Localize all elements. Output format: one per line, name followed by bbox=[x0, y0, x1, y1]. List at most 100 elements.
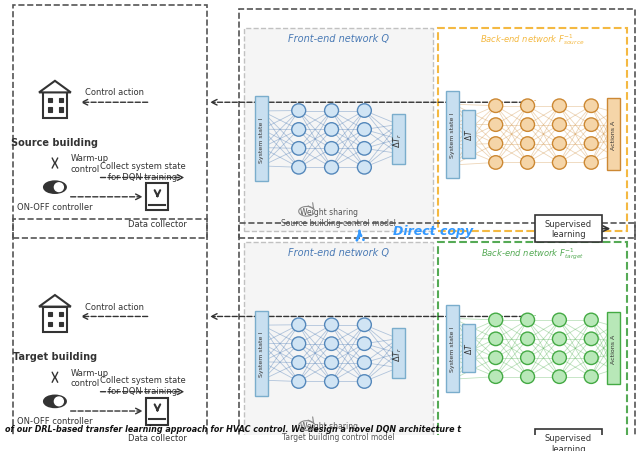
Circle shape bbox=[584, 119, 598, 132]
Circle shape bbox=[584, 156, 598, 170]
Bar bbox=[147, 184, 168, 211]
Text: Actions A: Actions A bbox=[611, 334, 616, 363]
Circle shape bbox=[552, 119, 566, 132]
Bar bbox=[438, 243, 627, 445]
Circle shape bbox=[357, 124, 371, 137]
Text: Data collector: Data collector bbox=[128, 433, 187, 442]
Circle shape bbox=[292, 375, 306, 388]
Circle shape bbox=[584, 351, 598, 365]
Circle shape bbox=[552, 370, 566, 383]
Circle shape bbox=[520, 138, 534, 151]
Text: Weight sharing: Weight sharing bbox=[300, 421, 358, 430]
Text: System state I: System state I bbox=[451, 326, 456, 371]
Text: System state I: System state I bbox=[259, 117, 264, 162]
Text: Collect system state
for DQN training: Collect system state for DQN training bbox=[100, 162, 186, 181]
Text: Front-end network Q: Front-end network Q bbox=[288, 34, 389, 44]
Circle shape bbox=[520, 313, 534, 327]
Circle shape bbox=[489, 156, 502, 170]
Polygon shape bbox=[39, 295, 71, 307]
Bar bbox=[244, 243, 433, 445]
Circle shape bbox=[292, 124, 306, 137]
Circle shape bbox=[520, 370, 534, 383]
Circle shape bbox=[292, 105, 306, 118]
Circle shape bbox=[357, 337, 371, 350]
Text: Control action: Control action bbox=[85, 302, 144, 311]
Text: Direct copy: Direct copy bbox=[393, 225, 474, 238]
Text: Supervised
learning: Supervised learning bbox=[545, 433, 592, 451]
Circle shape bbox=[584, 100, 598, 113]
Circle shape bbox=[552, 332, 566, 346]
Circle shape bbox=[489, 370, 502, 383]
Text: Warm-up
control: Warm-up control bbox=[71, 154, 109, 173]
Circle shape bbox=[324, 143, 339, 156]
Circle shape bbox=[520, 119, 534, 132]
Circle shape bbox=[520, 100, 534, 113]
Text: Warm-up
control: Warm-up control bbox=[71, 368, 109, 387]
Text: of our DRL-based transfer learning approach for HVAC control. We design a novel : of our DRL-based transfer learning appro… bbox=[5, 424, 461, 433]
Bar bbox=[462, 110, 476, 159]
Bar bbox=[13, 6, 207, 239]
Bar bbox=[447, 92, 460, 178]
Text: Back-end network $F_{target}^{-1}$: Back-end network $F_{target}^{-1}$ bbox=[481, 245, 584, 261]
Bar bbox=[58, 322, 63, 326]
Circle shape bbox=[292, 161, 306, 175]
Circle shape bbox=[292, 337, 306, 350]
Circle shape bbox=[552, 313, 566, 327]
Text: ON-OFF controller: ON-OFF controller bbox=[17, 416, 93, 425]
Text: ON-OFF controller: ON-OFF controller bbox=[17, 202, 93, 211]
Circle shape bbox=[489, 351, 502, 365]
Text: Collect system state
for DQN training: Collect system state for DQN training bbox=[100, 376, 186, 395]
Circle shape bbox=[584, 370, 598, 383]
Circle shape bbox=[324, 337, 339, 350]
Circle shape bbox=[552, 100, 566, 113]
Circle shape bbox=[324, 375, 339, 388]
Bar bbox=[607, 313, 620, 385]
Circle shape bbox=[489, 100, 502, 113]
Text: $\Delta T$: $\Delta T$ bbox=[463, 342, 474, 354]
Ellipse shape bbox=[54, 184, 63, 192]
Circle shape bbox=[520, 332, 534, 346]
Bar bbox=[534, 216, 602, 243]
Bar bbox=[48, 322, 52, 326]
Text: Source building control model: Source building control model bbox=[281, 218, 396, 227]
Circle shape bbox=[292, 356, 306, 369]
Circle shape bbox=[292, 143, 306, 156]
Circle shape bbox=[520, 351, 534, 365]
Text: Target building control model: Target building control model bbox=[282, 432, 395, 441]
Text: System state I: System state I bbox=[451, 112, 456, 157]
Bar bbox=[534, 429, 602, 451]
Bar bbox=[58, 312, 63, 316]
Bar bbox=[244, 29, 433, 231]
Text: Control action: Control action bbox=[85, 88, 144, 97]
Circle shape bbox=[520, 156, 534, 170]
Text: Front-end network Q: Front-end network Q bbox=[288, 248, 389, 258]
Bar bbox=[392, 115, 404, 165]
Text: Target building: Target building bbox=[13, 351, 97, 361]
Text: $\Delta T_r$: $\Delta T_r$ bbox=[392, 345, 404, 361]
Circle shape bbox=[324, 124, 339, 137]
Bar bbox=[255, 97, 268, 182]
Circle shape bbox=[324, 318, 339, 332]
Circle shape bbox=[357, 105, 371, 118]
Bar bbox=[58, 108, 63, 112]
Circle shape bbox=[324, 161, 339, 175]
Circle shape bbox=[357, 356, 371, 369]
Bar bbox=[255, 311, 268, 396]
Bar bbox=[48, 312, 52, 316]
Circle shape bbox=[489, 138, 502, 151]
Bar bbox=[13, 220, 207, 451]
Circle shape bbox=[357, 161, 371, 175]
Ellipse shape bbox=[44, 396, 66, 407]
Text: ...: ... bbox=[326, 100, 337, 110]
Bar bbox=[48, 108, 52, 112]
Bar bbox=[43, 307, 67, 332]
Bar bbox=[447, 305, 460, 392]
Circle shape bbox=[552, 156, 566, 170]
Text: $\Delta T_r$: $\Delta T_r$ bbox=[392, 132, 404, 147]
Bar bbox=[462, 324, 476, 373]
Text: Weight sharing: Weight sharing bbox=[300, 207, 358, 216]
Circle shape bbox=[584, 313, 598, 327]
Bar bbox=[147, 398, 168, 424]
Circle shape bbox=[584, 138, 598, 151]
Text: Actions A: Actions A bbox=[611, 120, 616, 149]
